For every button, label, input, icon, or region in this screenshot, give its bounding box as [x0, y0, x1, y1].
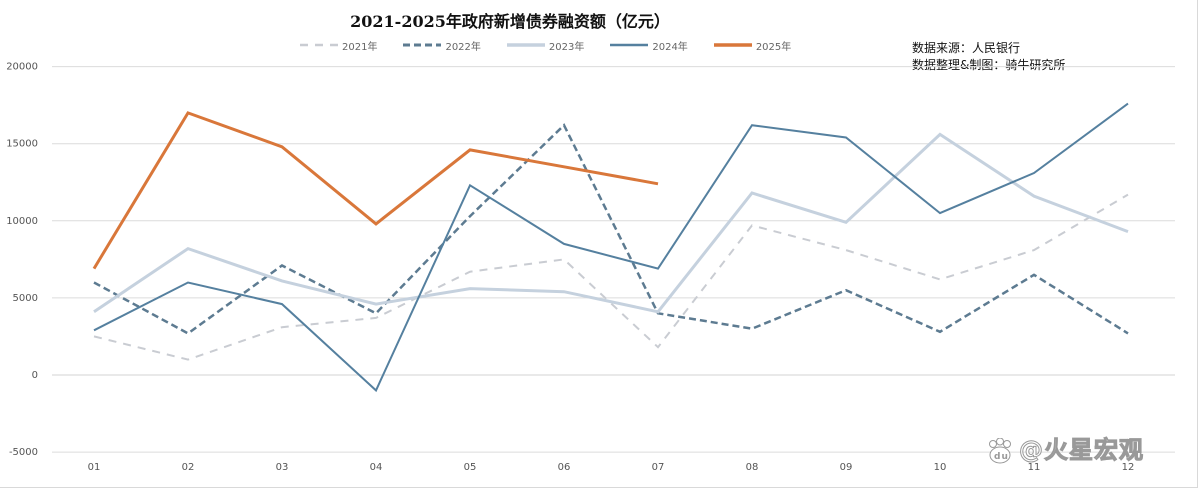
- y-tick-label: 5000: [13, 293, 38, 304]
- y-tick-label: 20000: [6, 62, 38, 73]
- y-tick-label: 0: [32, 370, 38, 381]
- legend-line-icon: [403, 43, 442, 47]
- legend-item-2021: 2021年: [300, 38, 377, 53]
- legend-line-icon: [506, 43, 545, 47]
- x-tick-label: 08: [746, 462, 759, 473]
- legend-item-2025: 2025年: [713, 38, 792, 53]
- x-tick-label: 11: [1028, 462, 1041, 473]
- watermark-text: @火星宏观: [1019, 436, 1144, 465]
- y-tick-label: 10000: [6, 216, 38, 227]
- legend-label: 2024年: [652, 41, 688, 53]
- legend-label: 2021年: [342, 41, 378, 53]
- y-tick-label: 15000: [6, 139, 38, 150]
- legend-item-2022: 2022年: [403, 38, 481, 53]
- x-tick-label: 10: [934, 462, 947, 473]
- chart-title: 2021-2025年政府新增债券融资额（亿元）: [350, 12, 670, 31]
- legend-label: 2023年: [548, 41, 585, 53]
- series-line-2023: [93, 132, 1129, 314]
- series-line-2025: [92, 111, 659, 270]
- x-tick-label: 01: [88, 462, 101, 473]
- y-tick-label: -5000: [9, 447, 38, 458]
- series-line-2024: [93, 102, 1129, 393]
- data-source-note: 数据来源：人民银行 数据整理&制图：骑牛研究所: [912, 40, 1065, 74]
- x-tick-label: 02: [182, 462, 195, 473]
- legend-line-icon: [610, 43, 649, 47]
- legend-line-icon: [300, 43, 338, 47]
- x-tick-label: 05: [464, 462, 477, 473]
- legend-item-2024: 2024年: [610, 38, 688, 53]
- legend-line-icon: [713, 43, 752, 47]
- x-tick-label: 06: [558, 462, 571, 473]
- x-tick-label: 09: [840, 462, 853, 473]
- x-tick-label: 04: [370, 462, 383, 473]
- svg-text:du: du: [994, 452, 1009, 462]
- source-line-1: 数据来源：人民银行: [912, 41, 1021, 55]
- watermark: du @火星宏观: [985, 430, 1144, 465]
- x-tick-label: 12: [1122, 462, 1135, 473]
- chart-legend: 2021年 2022年 2023年 2024年 2025年: [300, 37, 817, 53]
- legend-label: 2022年: [445, 41, 481, 53]
- x-tick-label: 07: [652, 462, 665, 473]
- x-tick-label: 03: [276, 462, 289, 473]
- legend-item-2023: 2023年: [506, 38, 585, 53]
- legend-label: 2025年: [755, 41, 792, 53]
- source-line-2: 数据整理&制图：骑牛研究所: [912, 58, 1066, 72]
- paw-logo-icon: du: [989, 438, 1011, 464]
